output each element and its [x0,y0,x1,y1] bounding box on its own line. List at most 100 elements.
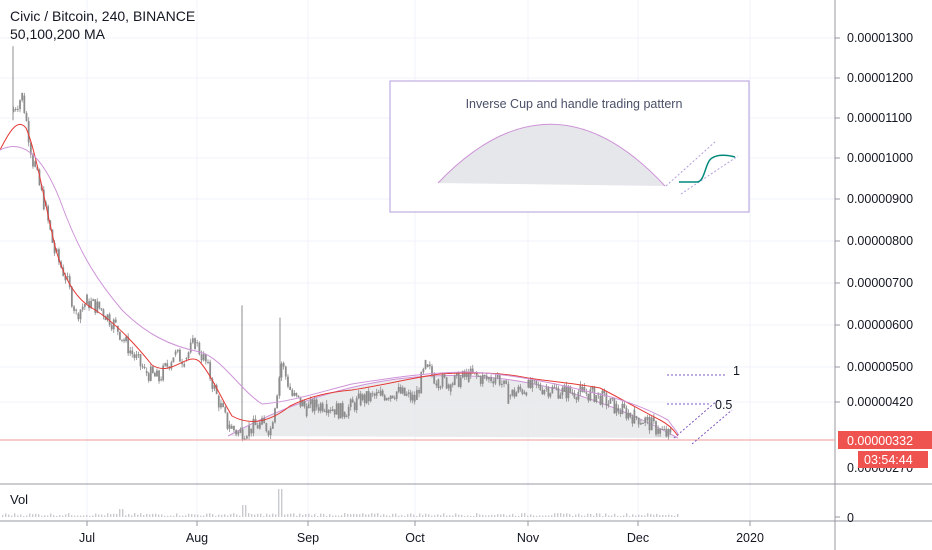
candle-body [125,336,127,341]
ma-fast-line [0,123,679,437]
candle-body [381,390,384,396]
candle-body [239,429,242,433]
volume-bar [398,515,400,517]
candle-body [355,398,358,411]
volume-bar [476,513,478,517]
volume-bar [92,515,94,517]
candle-body [135,354,138,358]
volume-bar [497,514,499,517]
volume-bar [200,515,202,517]
price-axis: 0.00001300 0.00001200 0.00001100 0.00001000… [835,31,913,409]
volume-bar [284,514,286,517]
candle-body [293,392,296,396]
candle-body [289,386,292,390]
volume-bar [230,513,232,517]
volume-bar [659,515,661,517]
legend-channel-upper [665,140,717,187]
candle-body [64,275,67,281]
volume-bar [470,515,472,517]
volume-bar [98,514,100,517]
countdown-value: 03:54:44 [864,453,913,467]
volume-bar [608,515,610,517]
candle-body [519,386,522,390]
candle-body [449,384,452,392]
candle-body [477,375,480,377]
price-tick-label: 0.00000600 [847,318,913,332]
candle-body [667,429,670,437]
candle-body [317,407,320,411]
volume-bar [458,514,460,517]
candle-body [280,363,283,378]
ma-legend: 50,100,200 MA [10,26,105,42]
candle-body [559,395,562,399]
volume-bar [110,514,112,517]
volume-bar [428,514,430,517]
candle-body [187,352,190,359]
candle-body [75,309,78,311]
candle-body [252,418,255,434]
candle-body [53,242,56,254]
candle-body [196,342,199,344]
candle-body [498,375,501,385]
candle-body [377,392,380,394]
candle-body [617,408,620,412]
volume-bar [419,513,421,517]
candle-body [565,385,568,399]
candle-body [619,411,622,414]
candle-body [21,92,24,101]
candle-body [371,393,374,395]
volume-bar [74,515,76,517]
volume-bar [344,513,346,517]
candle-body [256,425,259,429]
candle-body [139,354,142,367]
volume-bar [392,513,394,517]
candle-body [607,403,610,406]
candle-body [213,385,216,389]
candle-body [631,416,634,424]
candle-body [500,383,503,385]
candle-body [441,374,444,387]
volume-bar [578,513,580,517]
volume-bar [11,515,13,517]
candle-body [176,349,179,352]
candle-body [250,428,253,434]
candle-body [639,423,642,425]
volume-bar [29,513,31,517]
candle-body [661,428,664,430]
volume-bar [53,515,55,517]
candle-body [94,299,97,313]
candle-body [659,428,662,434]
volume-bar [65,514,67,517]
candle-body [14,108,17,110]
candle-body [66,276,69,278]
volume-bar [17,515,19,517]
volume-bar [83,515,85,517]
candle-body [98,301,101,309]
volume-bar [401,515,403,517]
volume-bar [185,515,187,517]
volume-bar [362,513,364,517]
volume-bar [32,514,34,517]
price-tick-label: 0.00000420 [847,395,913,409]
volume-bar [290,513,292,517]
volume-bar [593,515,595,517]
candle-body [137,354,140,356]
volume-bar [389,515,391,517]
candle-body [297,395,300,397]
volume-bar [500,514,502,517]
candle-body [341,403,344,417]
volume-bar [293,513,295,517]
candle-body [517,386,520,393]
candle-body [669,429,672,433]
candle-body [461,371,464,378]
candle-body [333,409,336,415]
volume-bar [677,513,679,517]
volume-bar [371,513,373,517]
candle-body [92,299,95,301]
candle-body [393,397,396,399]
candle-body [343,412,346,418]
candle-body [158,370,160,382]
volume-bar [302,514,304,517]
volume-bar [125,515,127,517]
candle-body [627,412,630,419]
